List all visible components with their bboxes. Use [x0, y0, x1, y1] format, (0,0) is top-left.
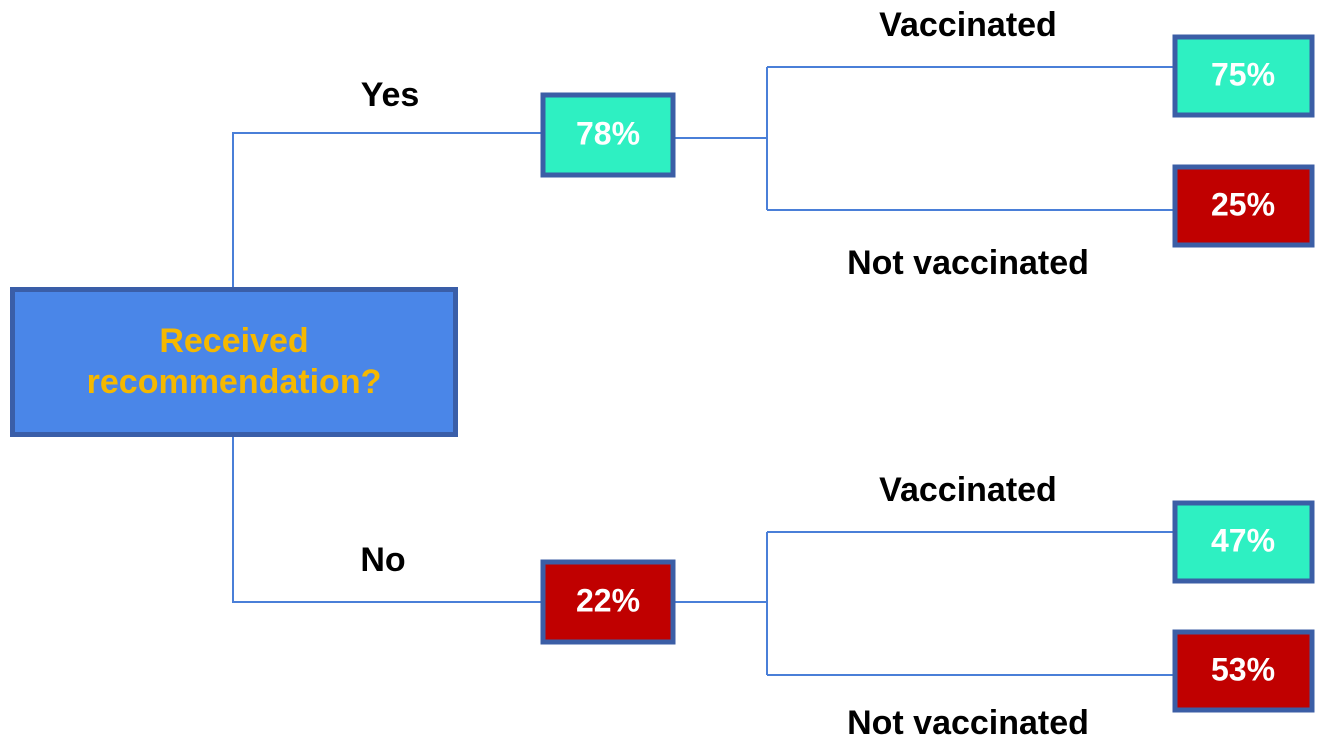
outcome-value: 25% [1211, 186, 1275, 222]
yes-connector [673, 66, 1175, 211]
outcome-label: Not vaccinated [847, 704, 1089, 742]
branch-box [540, 92, 676, 178]
outcome-box [1172, 34, 1315, 118]
outcome-value: 47% [1211, 522, 1275, 558]
outcome-box [1172, 164, 1315, 248]
root-connector [232, 132, 543, 603]
outcome-box [1172, 500, 1315, 584]
root-label: Received recommendation? [86, 322, 382, 401]
branch-label: No [360, 541, 405, 579]
root-node: Received recommendation? [10, 287, 458, 437]
outcome-label: Vaccinated [879, 471, 1057, 509]
outcome-box [1172, 629, 1315, 713]
branch-value: 78% [576, 115, 640, 151]
no-connector [673, 531, 1175, 676]
branch-value: 22% [576, 582, 640, 618]
branch-label: Yes [361, 76, 420, 114]
branch-box [540, 559, 676, 645]
outcome-value: 75% [1211, 56, 1275, 92]
outcome-label: Not vaccinated [847, 244, 1089, 282]
outcome-value: 53% [1211, 651, 1275, 687]
outcome-label: Vaccinated [879, 6, 1057, 44]
